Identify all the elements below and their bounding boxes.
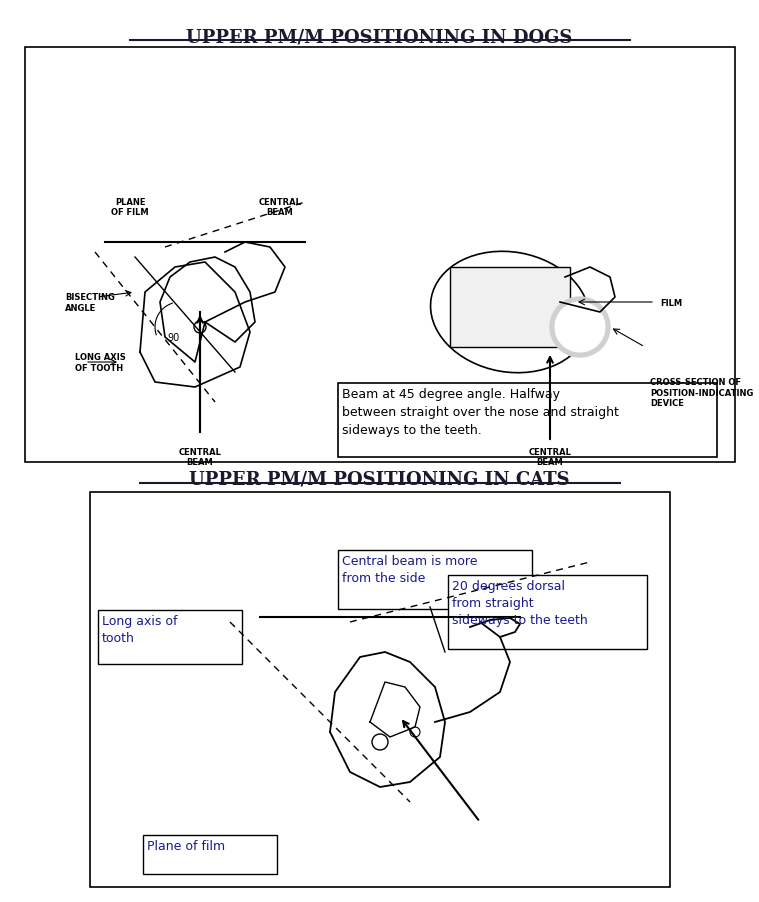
Text: LONG AXIS
OF TOOTH: LONG AXIS OF TOOTH (75, 353, 126, 373)
Circle shape (555, 303, 605, 353)
FancyBboxPatch shape (338, 383, 717, 457)
Circle shape (550, 298, 610, 357)
FancyBboxPatch shape (143, 835, 277, 874)
Bar (450, 268, 570, 347)
Text: UPPER PM/M POSITIONING IN DOGS: UPPER PM/M POSITIONING IN DOGS (186, 28, 573, 46)
Text: Beam at 45 degree angle. Halfway
between straight over the nose and straight
sid: Beam at 45 degree angle. Halfway between… (342, 388, 619, 437)
Text: FILM: FILM (660, 299, 682, 308)
Ellipse shape (430, 252, 590, 373)
Bar (90, 492, 670, 887)
Text: Long axis of
tooth: Long axis of tooth (102, 614, 178, 644)
Text: 20 degrees dorsal
from straight
sideways to the teeth: 20 degrees dorsal from straight sideways… (452, 579, 587, 626)
Ellipse shape (470, 275, 560, 340)
Bar (25, 48, 735, 463)
Text: Plane of film: Plane of film (147, 839, 225, 852)
FancyBboxPatch shape (338, 550, 532, 610)
Text: BISECTING
ANGLE: BISECTING ANGLE (65, 293, 115, 312)
FancyBboxPatch shape (448, 575, 647, 649)
Text: UPPER PM/M POSITIONING IN CATS: UPPER PM/M POSITIONING IN CATS (189, 471, 570, 489)
Text: 90: 90 (167, 333, 179, 343)
FancyBboxPatch shape (98, 611, 242, 664)
Text: CENTRAL
BEAM: CENTRAL BEAM (178, 447, 222, 467)
Text: CENTRAL
BEAM: CENTRAL BEAM (259, 198, 301, 217)
Text: CENTRAL
BEAM: CENTRAL BEAM (528, 447, 572, 467)
Text: Central beam is more
from the side: Central beam is more from the side (342, 555, 477, 584)
Text: PLANE
OF FILM: PLANE OF FILM (111, 198, 149, 217)
Text: CROSS-SECTION OF
POSITION-INDICATING
DEVICE: CROSS-SECTION OF POSITION-INDICATING DEV… (650, 378, 754, 408)
